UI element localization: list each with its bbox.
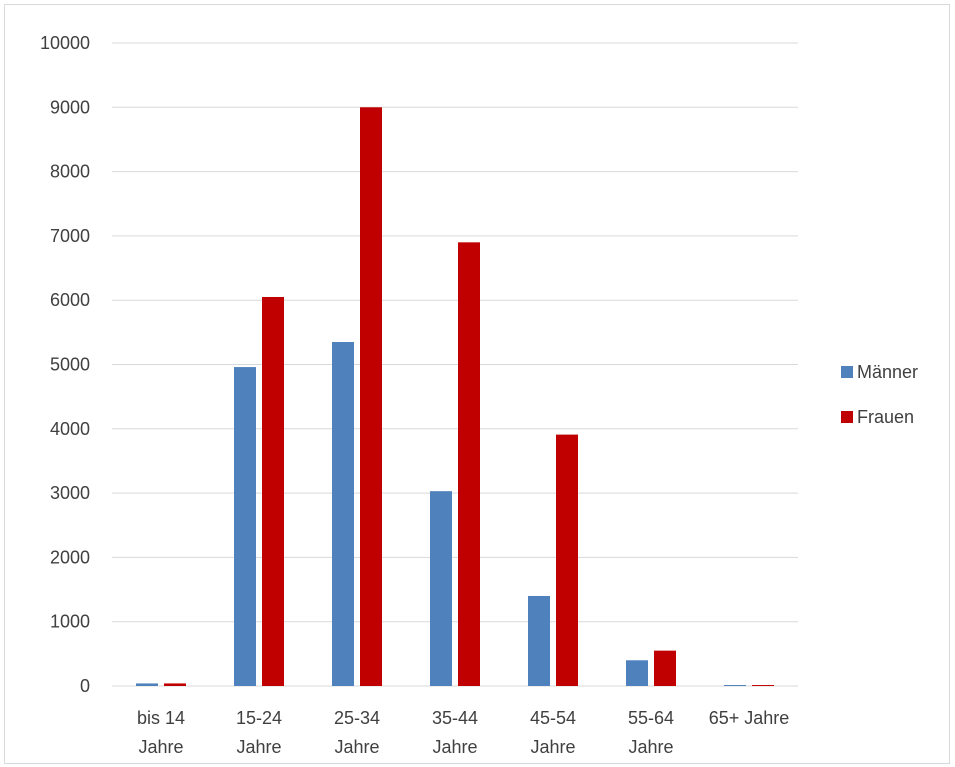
x-tick-label: 15-24 [236, 708, 282, 728]
bar-frauen [360, 107, 382, 687]
bar-frauen [556, 434, 578, 686]
bar-frauen [262, 296, 284, 686]
x-tick-label: Jahre [530, 737, 575, 757]
bar-maenner [332, 341, 354, 686]
y-tick-label: 2000 [50, 547, 90, 567]
x-tick-label: bis 14 [137, 708, 185, 728]
bar-maenner [724, 685, 746, 686]
bar-maenner [430, 491, 452, 686]
x-tick-label: Jahre [236, 737, 281, 757]
y-tick-label: 9000 [50, 97, 90, 117]
y-tick-label: 1000 [50, 612, 90, 632]
legend-swatch [841, 411, 853, 423]
bar-frauen [654, 650, 676, 686]
bar-maenner [136, 683, 158, 686]
x-tick-label: Jahre [628, 737, 673, 757]
x-tick-label: Jahre [432, 737, 477, 757]
y-tick-label: 3000 [50, 483, 90, 503]
x-tick-label: 55-64 [628, 708, 674, 728]
x-tick-label: Jahre [138, 737, 183, 757]
x-tick-label: Jahre [334, 737, 379, 757]
bar-frauen [458, 242, 480, 686]
x-tick-label: 25-34 [334, 708, 380, 728]
y-tick-label: 4000 [50, 419, 90, 439]
bar-frauen [752, 685, 774, 686]
y-tick-label: 5000 [50, 355, 90, 375]
bar-frauen [164, 683, 186, 686]
x-tick-label: 65+ Jahre [709, 708, 790, 728]
bar-maenner [234, 367, 256, 686]
y-tick-label: 8000 [50, 162, 90, 182]
x-tick-label: 45-54 [530, 708, 576, 728]
bar-maenner [528, 595, 550, 686]
legend-label: Frauen [857, 407, 914, 427]
y-tick-label: 10000 [40, 33, 90, 53]
chart-frame [4, 4, 950, 764]
y-tick-label: 7000 [50, 226, 90, 246]
legend-label: Männer [857, 362, 918, 382]
bar-maenner [626, 660, 648, 686]
legend-swatch [841, 366, 853, 378]
y-tick-label: 0 [80, 676, 90, 696]
x-tick-label: 35-44 [432, 708, 478, 728]
y-tick-label: 6000 [50, 290, 90, 310]
